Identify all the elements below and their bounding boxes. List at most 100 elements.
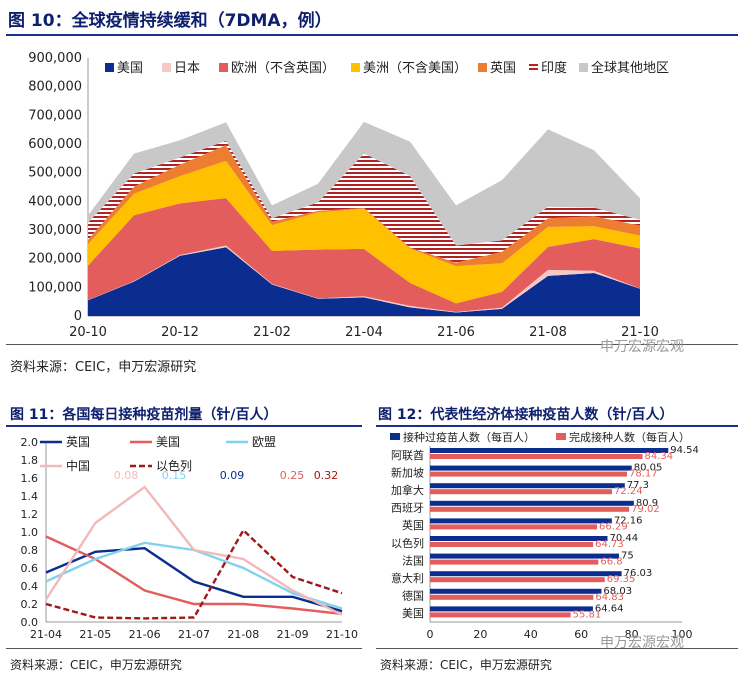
fig10-y-tick-label: 500,000 <box>28 166 82 181</box>
fig12-x-tick-label: 100 <box>672 628 693 641</box>
fig12-bar <box>430 559 599 565</box>
fig12-x-tick-label: 60 <box>574 628 588 641</box>
fig12-data-label: 94.54 <box>670 445 699 456</box>
fig11-x-tick-label: 21-06 <box>129 628 161 641</box>
fig10-legend-swatch <box>219 63 228 72</box>
fig12-data-label: 79.02 <box>631 504 660 515</box>
fig12-bar <box>430 489 613 495</box>
fig12-x-tick-label: 0 <box>427 628 434 641</box>
fig10-legend-label: 美洲（不含美国） <box>363 60 467 76</box>
fig12-legend-label: 接种过疫苗人数（每百人） <box>403 430 535 444</box>
fig12-data-label: 55.81 <box>573 609 602 620</box>
fig10-legend-swatch <box>162 63 171 72</box>
fig12-bar <box>430 483 625 489</box>
fig12-data-label: 69.35 <box>607 574 636 585</box>
fig12-x-tick-label: 40 <box>524 628 538 641</box>
fig11-legend-label: 以色列 <box>156 459 192 473</box>
fig12-data-label: 84.34 <box>645 451 674 462</box>
fig11-y-tick-label: 0.4 <box>21 580 39 593</box>
fig10-legend-label: 全球其他地区 <box>591 60 669 76</box>
fig11-y-tick-label: 1.6 <box>21 472 39 485</box>
fig10-watermark: 申万宏源宏观 <box>600 339 684 355</box>
fig11-y-tick-label: 1.0 <box>21 526 39 539</box>
fig12-bar <box>430 506 630 512</box>
fig12-legend-swatch <box>556 433 566 440</box>
fig10-y-tick-label: 600,000 <box>28 137 82 152</box>
fig11-y-tick-label: 0.0 <box>21 616 39 629</box>
fig11-annotation: 0.25 <box>280 469 305 482</box>
fig12-bar <box>430 536 608 541</box>
fig12-bar <box>430 500 634 506</box>
fig11-legend-label: 中国 <box>66 458 90 473</box>
fig11-legend-label: 欧盟 <box>252 435 276 449</box>
fig12-category-label: 阿联酋 <box>391 448 424 462</box>
fig10-y-tick-label: 900,000 <box>28 51 82 66</box>
fig11-y-tick-label: 0.2 <box>21 598 39 611</box>
fig12-data-label: 76.03 <box>624 568 653 579</box>
fig12-x-tick-label: 20 <box>473 628 487 641</box>
fig11-line-1 <box>45 546 343 613</box>
fig12-category-label: 新加坡 <box>391 465 424 479</box>
fig12-x-tick-label: 80 <box>625 628 639 641</box>
fig12-bar <box>430 594 594 600</box>
fig11-annotation: 0.08 <box>114 469 139 482</box>
fig12-bar <box>430 606 593 612</box>
fig12-data-label: 70.44 <box>610 533 639 544</box>
fig12-category-label: 意大利 <box>391 571 424 585</box>
fig10-legend-label: 欧洲（不含英国） <box>231 60 335 76</box>
fig12-bar <box>430 553 619 559</box>
fig12-bar <box>430 465 632 471</box>
fig10-y-tick-label: 400,000 <box>28 194 82 209</box>
fig12-data-label: 68.03 <box>603 586 632 597</box>
fig11-title: 图 11：各国每日接种疫苗剂量（针/百人） <box>10 407 278 423</box>
fig12-data-label: 64.83 <box>595 592 624 603</box>
fig11-annotation: 0.32 <box>314 469 339 482</box>
fig10-x-tick-label: 20-12 <box>161 325 199 340</box>
fig10-x-tick-label: 21-10 <box>621 325 659 340</box>
fig12-title-rule <box>376 425 738 427</box>
fig12-data-label: 80.9 <box>636 498 658 509</box>
fig10-area-4 <box>88 160 640 304</box>
fig11-y-tick-label: 1.2 <box>21 508 39 521</box>
fig12-data-label: 66.29 <box>599 521 628 532</box>
fig11-line-4 <box>44 485 343 616</box>
fig11-y-tick-label: 1.8 <box>21 454 39 467</box>
fig11-legend-label: 美国 <box>156 435 180 449</box>
fig10-x-tick-label: 21-08 <box>529 325 567 340</box>
fig12-source: 资料来源：CEIC，申万宏源研究 <box>380 658 552 672</box>
fig12-data-label: 80.05 <box>634 463 663 474</box>
fig12-bar <box>430 542 594 547</box>
fig12-category-label: 德国 <box>402 589 424 603</box>
fig11-y-tick-label: 0.6 <box>21 562 39 575</box>
fig11-source: 资料来源：CEIC，申万宏源研究 <box>10 658 182 672</box>
fig10-x-tick-label: 21-02 <box>253 325 291 340</box>
fig12-data-label: 72.16 <box>614 515 643 526</box>
fig10-legend-label: 日本 <box>174 61 200 76</box>
fig11-chart: 0.0 0.2 0.4 0.6 0.8 1.0 1.2 1.4 1.6 1.8 2.0 21-04 21… <box>21 435 358 641</box>
fig12-data-label: 75 <box>621 551 634 562</box>
fig11-legend-label: 英国 <box>66 435 90 449</box>
fig12-bar <box>430 448 669 453</box>
fig12-bar <box>430 571 622 577</box>
fig11-title-rule <box>6 425 362 427</box>
fig10-legend-swatch <box>351 63 360 72</box>
fig10-bottom-rule <box>6 344 738 345</box>
fig12-category-label: 美国 <box>402 607 424 620</box>
fig12-bar <box>430 524 598 530</box>
fig12-bar <box>430 471 627 477</box>
fig12-data-label: 77.3 <box>627 480 649 491</box>
fig12-category-label: 加拿大 <box>391 483 424 497</box>
fig10-y-tick-label: 200,000 <box>28 252 82 267</box>
fig10-legend-swatch <box>529 63 538 72</box>
fig10-area-1 <box>88 247 640 316</box>
fig12-data-label: 66.8 <box>600 557 622 568</box>
fig10-chart: 0 100,000 200,000 300,000 400,000 500,000 600,… <box>28 51 669 340</box>
fig10-area-6 <box>88 140 640 263</box>
fig11-y-tick-label: 2.0 <box>21 436 39 449</box>
fig12-bottom-rule <box>376 648 738 649</box>
fig10-y-tick-label: 700,000 <box>28 108 82 123</box>
fig11-line-5 <box>45 528 343 620</box>
fig11-x-tick-label: 21-08 <box>227 628 259 641</box>
fig11-x-tick-label: 21-07 <box>178 628 210 641</box>
